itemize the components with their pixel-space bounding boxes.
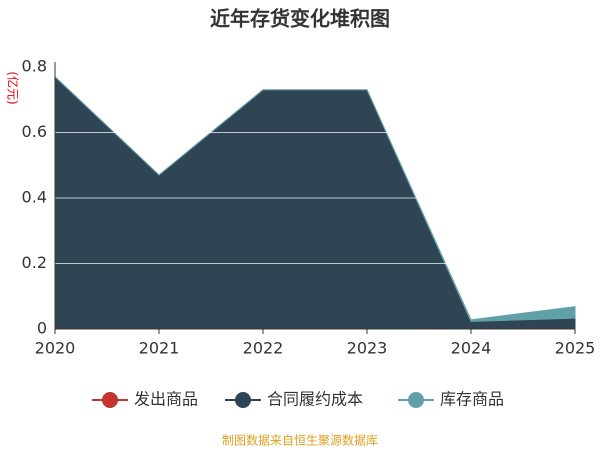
- x-tick-label: 2020: [35, 339, 76, 358]
- y-tick-label: 0.6: [22, 122, 47, 141]
- x-tick-label: 2021: [139, 339, 180, 358]
- area: [54, 75, 576, 330]
- y-tick-label: 0: [37, 319, 47, 338]
- area: [54, 76, 576, 322]
- legend-marker: [408, 392, 424, 408]
- legend-label: 合同履约成本: [267, 390, 363, 409]
- y-tick-label: 0.4: [22, 188, 47, 207]
- y-tick-label: 0.8: [22, 57, 47, 76]
- x-tick-label: 2025: [555, 339, 596, 358]
- legend-label: 库存商品: [440, 390, 504, 409]
- y-tick-label: 0.2: [22, 253, 47, 272]
- legend-label: 发出商品: [134, 390, 198, 409]
- chart-title: 近年存货变化堆积图: [210, 7, 390, 31]
- legend-marker: [102, 392, 118, 408]
- legend-marker: [235, 392, 251, 408]
- x-tick-label: 2023: [347, 339, 388, 358]
- source-note: 制图数据来自恒生聚源数据库: [222, 433, 378, 448]
- y-axis-label: (亿元): [6, 71, 21, 104]
- x-tick-label: 2024: [451, 339, 492, 358]
- x-tick-label: 2022: [243, 339, 284, 358]
